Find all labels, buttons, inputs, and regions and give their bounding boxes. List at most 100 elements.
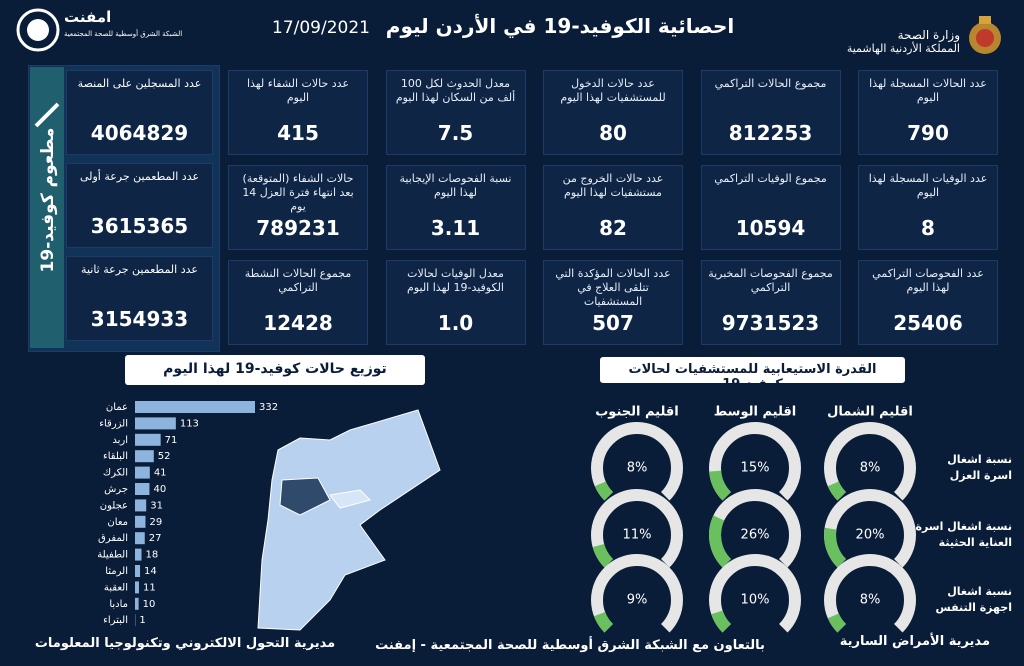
- gauge-fill: [592, 543, 614, 568]
- gauge-value: 20%: [856, 528, 885, 543]
- gauge-title: القدرة الاستيعابية للمستشفيات لحالات كوف…: [628, 362, 877, 392]
- category-label: الرمثا: [105, 566, 128, 577]
- stat-value: 82: [599, 216, 627, 240]
- gauge-value: 10%: [741, 593, 770, 608]
- bar: [135, 417, 176, 430]
- gauge-value: 8%: [860, 593, 881, 608]
- vaccine-label: عدد المسجلين على المنصة: [77, 77, 202, 90]
- title: احصائية الكوفيد-19 في الأردن ليوم: [385, 14, 735, 38]
- value-label: 52: [158, 451, 171, 462]
- stat-value: 415: [277, 121, 319, 145]
- gauge-track: [824, 422, 916, 501]
- stat-card: عدد الحالات المؤكدة التي تتلقى العلاج في…: [543, 260, 683, 345]
- vaccine-card: عدد المطعمين جرعة أولى 3615365: [66, 163, 213, 248]
- category-label: عمان: [106, 402, 128, 413]
- category-label: البتراء: [103, 615, 128, 626]
- row-label: نسبة اشغال اجهزة التنفس: [936, 585, 1012, 614]
- category-label: العقبة: [104, 582, 128, 593]
- stat-label: مجموع الفحوصات المخبرية التراكمي: [708, 267, 833, 294]
- kingdom: المملكة الأردنية الهاشمية: [846, 42, 960, 55]
- category-label: مادبا: [109, 599, 128, 610]
- footer-right: مديرية الأمراض السارية: [839, 634, 990, 649]
- gauge-value: 8%: [860, 461, 881, 476]
- stat-card: معدل الحدوث لكل 100 ألف من السكان لهذا ا…: [385, 70, 526, 155]
- stat-value: 10594: [735, 216, 806, 240]
- stat-value: 25406: [893, 311, 963, 335]
- gauge-track: [591, 422, 683, 501]
- stat-label: عدد الفحوصات التراكمي لهذا اليوم: [872, 267, 984, 294]
- row-label: نسبة اشغال اسرة العناية الحثيثة: [915, 520, 1012, 549]
- gauge-fill: [711, 610, 732, 633]
- gauge-fill: [709, 470, 732, 501]
- footer-left: مديرية التحول الالكتروني وتكنولوجيا المع…: [34, 636, 336, 651]
- bar: [135, 581, 139, 594]
- ministry: وزارة الصحة: [897, 28, 960, 42]
- category-label: الطفيلة: [97, 550, 128, 561]
- category-label: جرش: [104, 484, 128, 495]
- value-label: 1: [139, 615, 145, 626]
- value-label: 41: [154, 468, 167, 479]
- stat-label: عدد الحالات المؤكدة التي تتلقى العلاج في…: [555, 267, 671, 308]
- gauge-fill: [827, 481, 847, 501]
- stat-label: مجموع الوفيات التراكمي: [714, 172, 827, 185]
- category-label: البلقاء: [103, 451, 128, 462]
- bar: [135, 532, 145, 545]
- syringe-icon: [34, 102, 60, 128]
- stat-card: عدد الفحوصات التراكمي لهذا اليوم 25406: [858, 260, 998, 345]
- stat-label: معدل الوفيات لحالات الكوفيد-19 لهذا اليو…: [407, 267, 504, 294]
- stat-card: مجموع الوفيات التراكمي 10594: [700, 165, 841, 250]
- stat-value: 9731523: [721, 311, 820, 335]
- stat-card: عدد الوفيات المسجلة لهذا اليوم 8: [858, 165, 998, 250]
- stat-card: مجموع الفحوصات المخبرية التراكمي 9731523: [700, 260, 841, 345]
- gauge-track: [591, 489, 683, 568]
- stat-card: مجموع الحالات النشطة التراكمي 12428: [228, 260, 368, 345]
- bar: [135, 515, 146, 528]
- value-label: 40: [153, 484, 166, 495]
- stat-value: 790: [907, 121, 949, 145]
- category-label: الزرقاء: [99, 418, 128, 429]
- gauge-value: 15%: [741, 461, 770, 476]
- gauge-value: 9%: [627, 593, 648, 608]
- gauge-fill: [594, 481, 614, 501]
- vaccine-value: 3154933: [90, 307, 189, 331]
- emblem: [969, 16, 1001, 54]
- bar: [135, 401, 255, 413]
- bar: [135, 433, 161, 446]
- logo-name: امفنت: [64, 8, 112, 26]
- vaccine-value: 4064829: [90, 121, 189, 145]
- map-region: [329, 489, 371, 509]
- stat-label: نسبة الفحوصات الإيجابية لهذا اليوم: [399, 172, 512, 199]
- region-label: اقليم الشمال: [827, 405, 913, 420]
- value-label: 113: [180, 418, 199, 429]
- gauge-track: [591, 554, 683, 633]
- stat-value: 12428: [263, 311, 333, 335]
- bar: [135, 483, 150, 495]
- bar: [135, 548, 142, 561]
- vaccine-card: عدد المسجلين على المنصة 4064829: [66, 70, 213, 155]
- gauge-fill: [709, 515, 732, 568]
- value-label: 27: [149, 533, 162, 544]
- stat-value: 7.5: [437, 121, 474, 145]
- value-label: 10: [143, 599, 156, 610]
- stat-label: مجموع الحالات التراكمي: [714, 77, 827, 90]
- gauge-value: 26%: [741, 528, 770, 543]
- stat-label: عدد حالات الدخول للمستشفيات لهذا اليوم: [560, 77, 666, 104]
- vaccine-card: عدد المطعمين جرعة ثانية 3154933: [66, 256, 213, 341]
- value-label: 18: [146, 550, 159, 561]
- stat-value: 507: [592, 311, 634, 335]
- date: 17/09/2021: [272, 18, 370, 38]
- category-label: المفرق: [98, 533, 128, 544]
- value-label: 11: [143, 582, 156, 593]
- map-region: [279, 477, 331, 516]
- stat-card: عدد الحالات المسجلة لهذا اليوم 790: [858, 70, 998, 155]
- stat-value: 812253: [728, 121, 813, 145]
- stat-card: حالات الشفاء (المتوقعة) بعد انتهاء فترة …: [228, 165, 368, 250]
- bar-title-box: [125, 355, 425, 385]
- stat-value: 3.11: [430, 216, 481, 240]
- stat-label: عدد الحالات المسجلة لهذا اليوم: [869, 77, 987, 104]
- stat-label: مجموع الحالات النشطة التراكمي: [244, 267, 352, 294]
- stat-value: 80: [599, 121, 627, 145]
- bar: [135, 597, 139, 610]
- bar-title: توزيع حالات كوفيد-19 لهذا اليوم: [163, 361, 387, 377]
- value-label: 71: [165, 435, 178, 446]
